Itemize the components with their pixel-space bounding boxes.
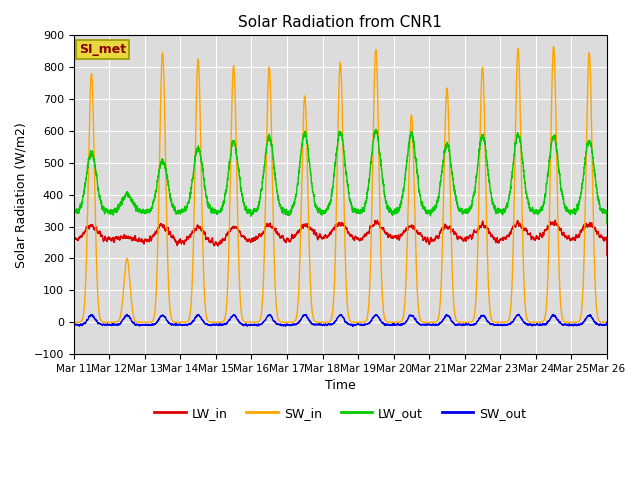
LW_out bbox=[372, 126, 380, 132]
SW_out bbox=[70, 323, 77, 328]
LW_in bbox=[460, 238, 467, 243]
LW_in bbox=[603, 252, 611, 258]
Line: LW_out: LW_out bbox=[74, 129, 607, 223]
Y-axis label: Solar Radiation (W/m2): Solar Radiation (W/m2) bbox=[15, 122, 28, 267]
SW_out bbox=[460, 322, 468, 328]
SW_in bbox=[321, 319, 328, 325]
SW_in bbox=[460, 319, 467, 325]
SW_out bbox=[603, 319, 611, 325]
SW_out bbox=[166, 321, 173, 326]
Title: Solar Radiation from CNR1: Solar Radiation from CNR1 bbox=[238, 15, 442, 30]
SW_out bbox=[349, 324, 357, 329]
LW_in bbox=[490, 236, 498, 242]
LW_in bbox=[321, 235, 328, 241]
SW_in bbox=[550, 44, 557, 49]
Line: SW_in: SW_in bbox=[74, 47, 607, 322]
SW_out bbox=[515, 312, 523, 317]
Line: SW_out: SW_out bbox=[74, 314, 607, 326]
LW_in bbox=[70, 233, 77, 239]
LW_out bbox=[460, 208, 468, 214]
SW_out bbox=[430, 322, 438, 328]
LW_in bbox=[602, 237, 610, 242]
LW_in bbox=[166, 229, 173, 235]
SW_in bbox=[602, 319, 610, 325]
LW_out bbox=[70, 211, 77, 217]
SW_in bbox=[603, 319, 611, 325]
LW_out bbox=[602, 209, 610, 215]
LW_in bbox=[430, 238, 438, 243]
Line: LW_in: LW_in bbox=[74, 220, 607, 255]
SW_in bbox=[70, 319, 77, 325]
Legend: LW_in, SW_in, LW_out, SW_out: LW_in, SW_in, LW_out, SW_out bbox=[149, 402, 531, 425]
LW_in bbox=[552, 217, 559, 223]
SW_in bbox=[430, 319, 438, 325]
LW_out bbox=[430, 207, 438, 213]
LW_out bbox=[166, 190, 173, 196]
LW_out bbox=[321, 209, 328, 215]
SW_in bbox=[166, 300, 173, 306]
SW_in bbox=[490, 319, 498, 325]
SW_out bbox=[321, 322, 328, 328]
SW_out bbox=[490, 322, 498, 328]
SW_out bbox=[603, 322, 611, 327]
LW_out bbox=[603, 220, 611, 226]
LW_out bbox=[490, 205, 498, 211]
X-axis label: Time: Time bbox=[325, 379, 356, 392]
Text: SI_met: SI_met bbox=[79, 43, 126, 56]
